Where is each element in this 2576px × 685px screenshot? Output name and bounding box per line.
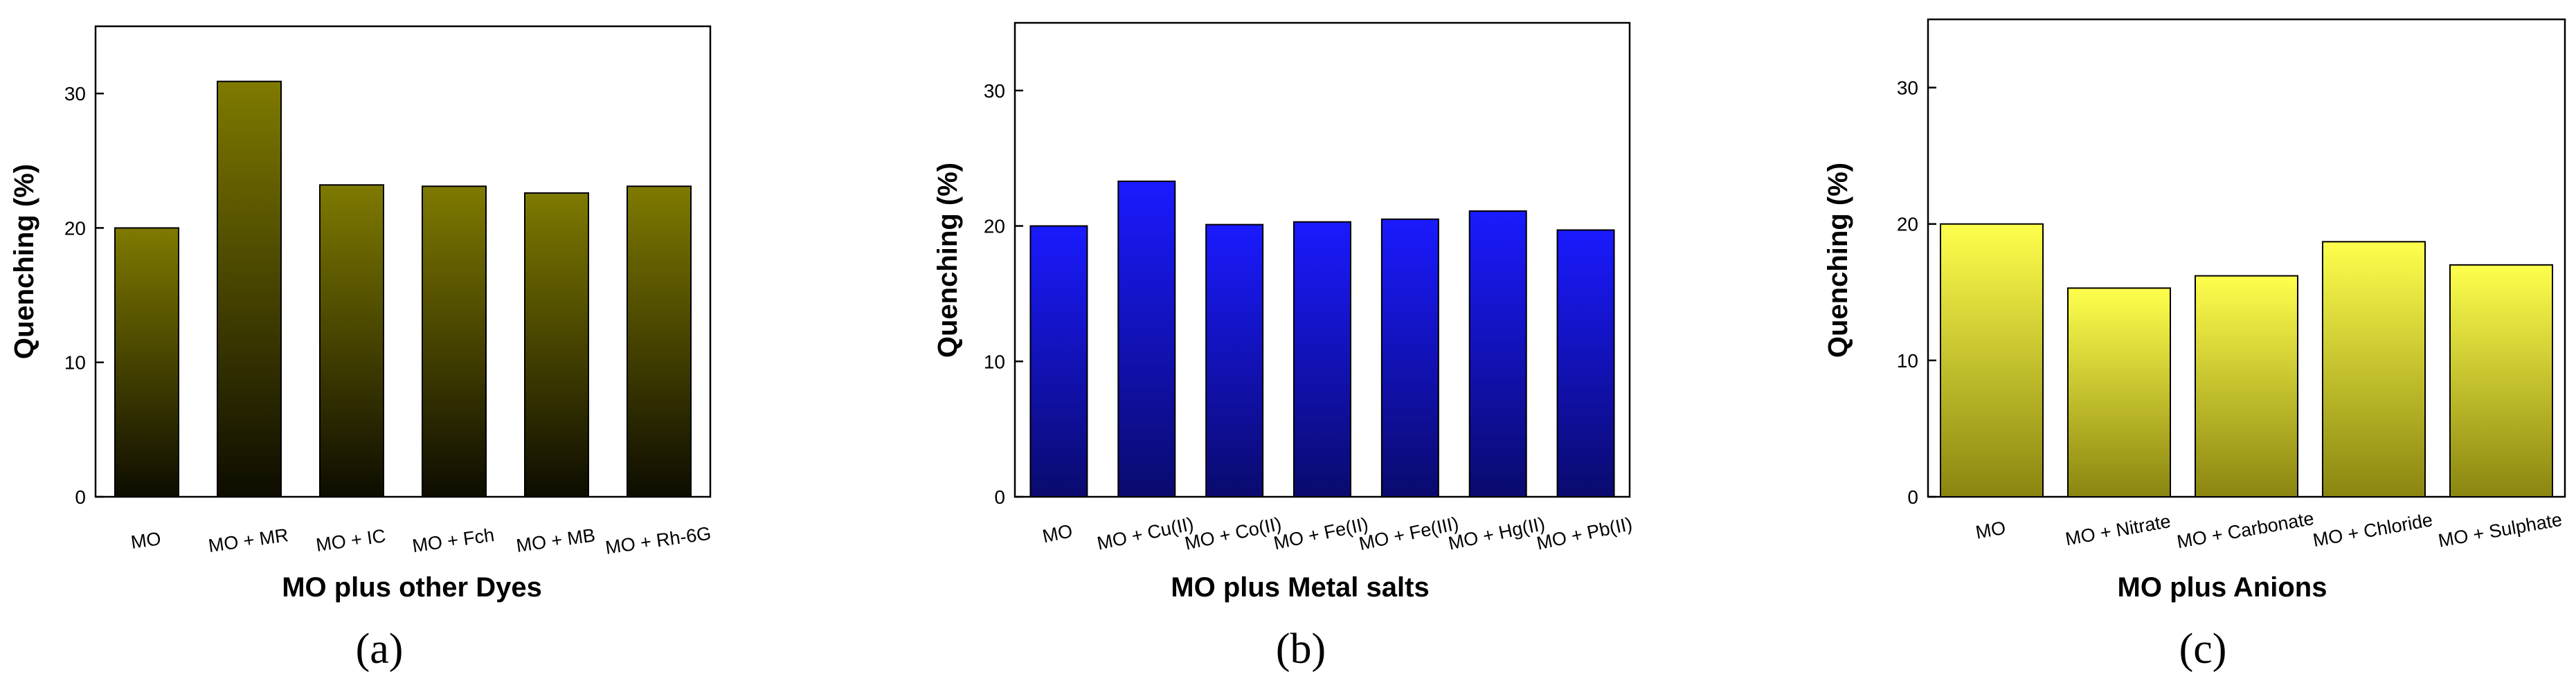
bar-c-2 (2067, 287, 2171, 497)
y-tick-label-a-0: 0 (75, 486, 86, 508)
bar-b-5 (1380, 218, 1439, 497)
x-tick-label-b-6: MO + Hg(II) (1446, 513, 1547, 554)
x-tick-label-a-4: MO + Fch (411, 524, 496, 556)
x-tick-label-b-4: MO + Fe(II) (1272, 513, 1370, 554)
x-tick-label-b-1: MO (1041, 520, 1074, 547)
x-axis-label-a: MO plus other Dyes (282, 572, 542, 603)
panel-label-a: (a) (356, 625, 404, 673)
x-tick-label-c-5: MO + Sulphate (2437, 509, 2564, 551)
chart-panel-c: Quenching (%) MO plus Anions (c) 0 10 20 30… (1823, 18, 2566, 673)
y-tick-label-b-0: 0 (994, 486, 1005, 508)
y-tick-label-c-10: 10 (1897, 350, 1918, 372)
y-tick-label-c-20: 20 (1897, 214, 1918, 235)
x-tick-label-b-5: MO + Fe(III) (1357, 513, 1460, 554)
x-tick-label-b-7: MO + Pb(II) (1535, 513, 1634, 554)
x-tick-label-a-6: MO + Rh-6G (604, 523, 712, 558)
x-tick-label-c-3: MO + Carbonate (2175, 508, 2316, 552)
panel-label-b: (b) (1276, 625, 1326, 673)
x-tick-label-a-3: MO + IC (315, 525, 387, 556)
y-tick-label-b-10: 10 (984, 351, 1005, 372)
bar-c-5 (2449, 264, 2553, 497)
y-tick-label-a-10: 10 (64, 352, 86, 374)
chart-panel-a: Quenching (%) MO plus other Dyes (a) 0 10… (9, 25, 712, 673)
x-tick-label-a-1: MO (129, 528, 162, 553)
bar-a-2 (217, 80, 282, 497)
x-tick-label-a-5: MO + MB (515, 524, 597, 556)
y-tick-label-c-0: 0 (1907, 486, 1918, 508)
y-tick-label-b-20: 20 (984, 216, 1005, 237)
panel-label-c: (c) (2179, 625, 2227, 673)
bar-b-4 (1293, 221, 1351, 497)
y-axis-label-a: Quenching (%) (9, 164, 39, 359)
bar-a-3 (319, 184, 384, 497)
y-tick-label-a-30: 30 (64, 83, 86, 104)
y-tick-label-c-30: 30 (1897, 77, 1918, 99)
bar-a-5 (524, 192, 589, 497)
y-tick-label-b-30: 30 (984, 80, 1005, 102)
y-axis-label-c: Quenching (%) (1823, 163, 1853, 358)
y-axis-label-b: Quenching (%) (933, 163, 963, 358)
bar-c-4 (2322, 241, 2426, 497)
bar-b-3 (1205, 223, 1264, 497)
x-tick-label-c-4: MO + Chloride (2312, 509, 2434, 551)
bar-a-6 (627, 185, 692, 497)
x-axis-label-c: MO plus Anions (2118, 572, 2327, 603)
bar-a-1 (114, 227, 179, 497)
x-tick-label-b-3: MO + Co(II) (1183, 513, 1284, 554)
bar-b-1 (1029, 225, 1088, 497)
x-tick-label-b-2: MO + Cu(II) (1095, 513, 1196, 554)
x-axis-label-b: MO plus Metal salts (1171, 572, 1429, 603)
bar-b-6 (1468, 210, 1527, 497)
bar-a-4 (422, 185, 487, 497)
bar-c-1 (1940, 223, 2044, 497)
bar-c-3 (2195, 275, 2298, 497)
plot-frame-a (94, 25, 712, 498)
y-tick-label-a-20: 20 (64, 217, 86, 239)
bar-b-7 (1556, 229, 1615, 497)
chart-panel-b: Quenching (%) MO plus Metal salts (b) 0 1… (933, 21, 1634, 673)
x-tick-label-c-1: MO (1974, 518, 2007, 543)
x-tick-label-a-2: MO + MR (207, 524, 289, 556)
bar-b-2 (1117, 180, 1176, 497)
x-tick-label-c-2: MO + Nitrate (2064, 511, 2172, 549)
